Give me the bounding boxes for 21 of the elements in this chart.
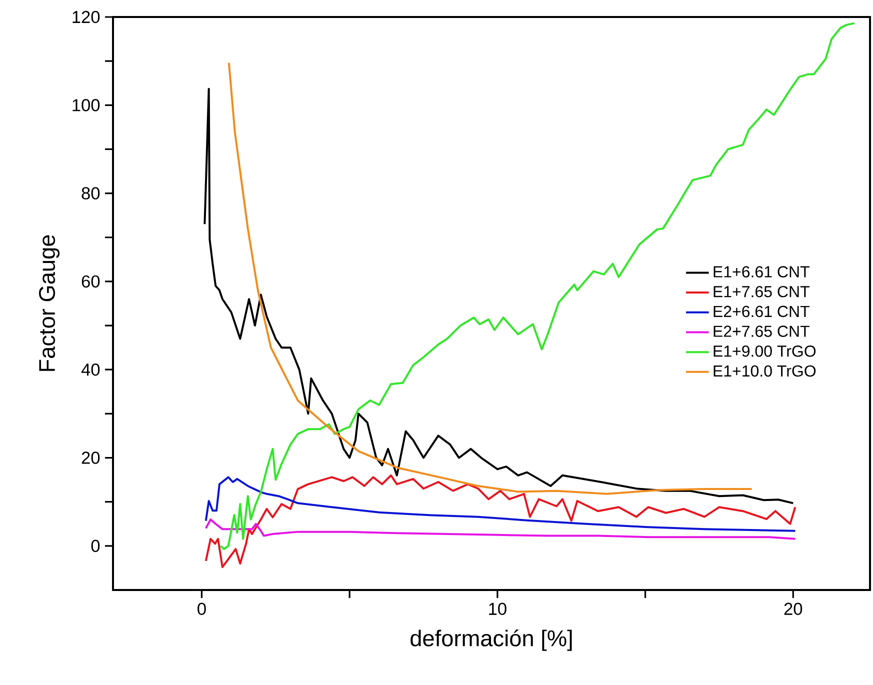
x-tick-label: 20 [784, 602, 802, 615]
y-axis-title: Factor Gauge [39, 235, 60, 371]
y-tick-label: 40 [81, 363, 100, 376]
y-tick-label: 100 [72, 99, 100, 112]
legend-label: E1+6.61 CNT [714, 266, 810, 278]
x-tick-label: 0 [198, 602, 206, 615]
y-tick-label: 120 [72, 10, 100, 24]
y-tick-label: 80 [82, 187, 100, 200]
y-tick-label: 0 [91, 540, 100, 552]
line-series [204, 474, 796, 568]
legend-label: E1+7.65 CNT [714, 286, 810, 298]
y-tick-label: 20 [82, 452, 100, 464]
legend-label: E2+6.61 CNT [714, 306, 810, 318]
legend-label: E1+9.00 TrGO [714, 345, 816, 357]
y-tick-label: 60 [82, 275, 100, 288]
line-series [220, 22, 856, 550]
x-axis-title: deformación [%] [410, 629, 572, 651]
line-series [204, 476, 796, 532]
x-tick-label: 10 [489, 602, 506, 615]
legend-label: E2+7.65 CNT [714, 326, 810, 337]
legend-label: E1+10.0 TrGO [714, 365, 816, 377]
